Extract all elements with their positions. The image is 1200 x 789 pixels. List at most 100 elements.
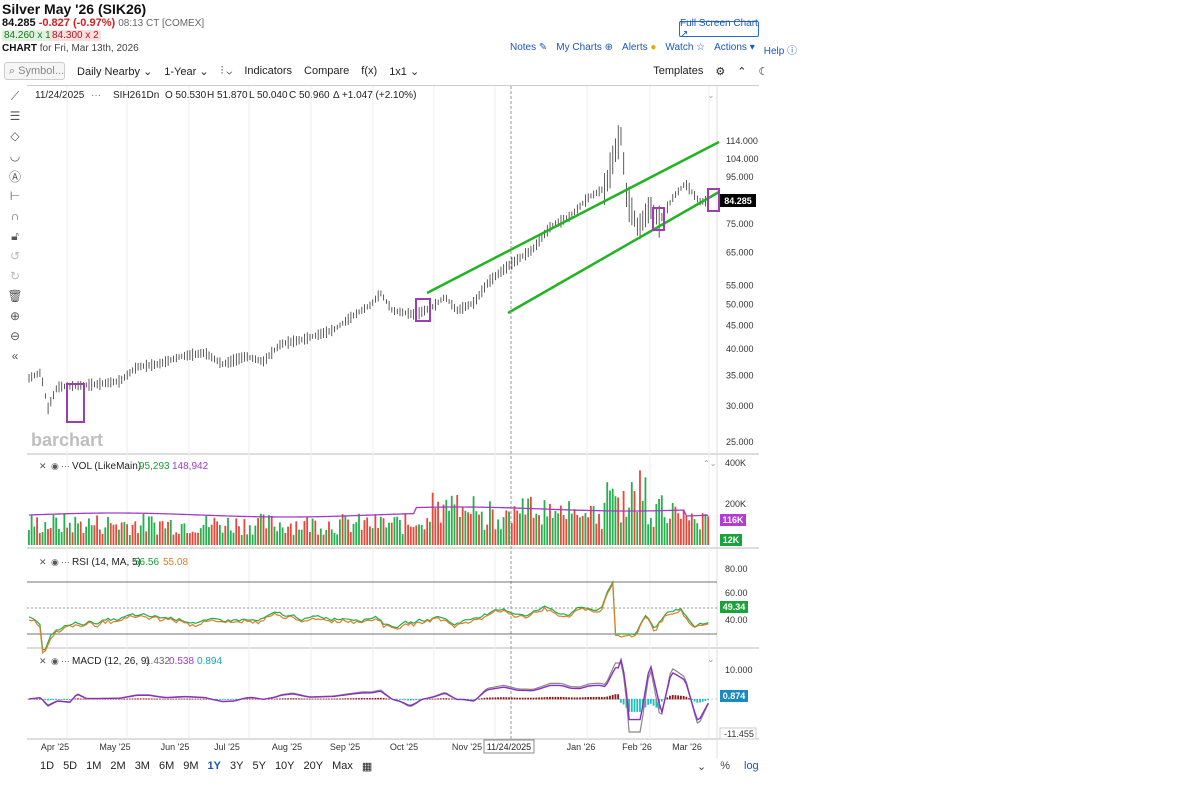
rsi-menu-icon[interactable]: ··· — [61, 557, 70, 567]
macd-histogram-bar — [557, 696, 560, 700]
notes-link[interactable]: Notes ✎ — [510, 42, 548, 53]
macd-histogram-bar — [47, 699, 49, 701]
macd-histogram-bar — [429, 698, 431, 700]
macd-eye-icon[interactable]: ◉ — [51, 656, 59, 666]
lock-icon[interactable]: 🔓︎ — [11, 228, 19, 243]
volume-bar — [202, 524, 205, 545]
range-9m-button[interactable]: 9M — [183, 760, 199, 772]
alerts-link[interactable]: Alerts ● — [622, 42, 657, 53]
volume-bar — [483, 529, 486, 545]
highlight-box[interactable] — [707, 188, 720, 212]
panel-collapse-icon[interactable]: ⌄ — [707, 90, 715, 100]
panel-collapse-icon[interactable]: ⌄ — [707, 654, 715, 664]
volume-bar — [478, 514, 480, 545]
rsi-eye-icon[interactable]: ◉ — [51, 557, 59, 567]
zoom-in-icon[interactable]: ⊕ — [9, 309, 21, 323]
shape-tool-icon[interactable]: ◇ — [10, 129, 20, 143]
volume-bar — [633, 491, 636, 545]
vol-close-icon[interactable]: ✕ — [39, 461, 47, 471]
volume-bar — [333, 532, 336, 545]
zoom-out-icon[interactable]: ⊖ — [9, 329, 21, 343]
macd-legend-signal: 0.538 — [169, 656, 194, 667]
vol-eye-icon[interactable]: ◉ — [51, 461, 59, 471]
rsi-close-icon[interactable]: ✕ — [39, 557, 47, 567]
range-1d-button[interactable]: 1D — [40, 760, 55, 772]
collapse-icon[interactable]: ⌃ — [737, 65, 747, 78]
trash-icon[interactable]: 🗑︎ — [7, 289, 23, 303]
range-1m-button[interactable]: 1M — [86, 760, 102, 772]
macd-histogram-bar — [172, 698, 175, 700]
volume-bar — [412, 527, 415, 545]
templates-button[interactable]: Templates — [653, 65, 704, 77]
settings-icon[interactable]: ⚙ — [715, 65, 726, 78]
macd-histogram-bar — [303, 698, 306, 700]
indicators-button[interactable]: Indicators — [244, 65, 293, 77]
line-tool-icon[interactable]: ⟋ — [10, 88, 20, 103]
fib-tool-icon[interactable]: ☰ — [9, 109, 21, 123]
volume-bar — [429, 521, 431, 545]
full-screen-button[interactable]: Full Screen Chart ↗ — [679, 18, 759, 40]
curve-tool-icon[interactable]: ◡ — [9, 149, 21, 163]
legend-menu-icon[interactable]: ··· — [91, 90, 101, 101]
x-axis-label: Jul '25 — [214, 742, 240, 752]
symbol-search-input[interactable]: ⌕ Symbol... — [4, 62, 66, 80]
help-link[interactable]: Help ⓘ — [763, 46, 798, 57]
range-3m-button[interactable]: 3M — [134, 760, 150, 772]
measure-tool-icon[interactable]: ⊢ — [9, 189, 21, 203]
volume-bar — [317, 534, 319, 545]
bar-type-dropdown[interactable]: ⫶ ⌄ — [221, 65, 233, 78]
volume-bar — [66, 527, 68, 545]
magnet-icon[interactable]: ∩ — [10, 209, 20, 223]
watch-link[interactable]: Watch ☆ — [665, 42, 706, 53]
range-5y-button[interactable]: 5Y — [252, 760, 266, 772]
range-3y-button[interactable]: 3Y — [230, 760, 244, 772]
layout-dropdown[interactable]: 1x1 ⌄ — [389, 65, 420, 78]
calendar-icon[interactable]: ▦ — [361, 761, 373, 773]
panel-arrows-icon[interactable]: ⌃⌄ — [703, 459, 716, 468]
channel-upper-line[interactable] — [426, 140, 720, 295]
highlight-box[interactable] — [66, 383, 85, 423]
macd-histogram-bar — [598, 696, 600, 700]
period-dropdown[interactable]: 1-Year ⌄ — [164, 65, 209, 78]
range-2m-button[interactable]: 2M — [110, 760, 126, 772]
vol-menu-icon[interactable]: ··· — [61, 461, 70, 471]
channel-lower-line[interactable] — [507, 190, 720, 315]
log-toggle[interactable]: log — [744, 760, 759, 772]
macd-histogram-bar — [328, 698, 330, 700]
macd-close-icon[interactable]: ✕ — [39, 656, 47, 666]
scroll-down-icon[interactable]: ⌄ — [697, 761, 707, 773]
undo-icon[interactable]: ↺ — [9, 249, 21, 263]
range-1y-button[interactable]: 1Y — [207, 760, 221, 772]
collapse-tools-icon[interactable]: « — [11, 349, 19, 363]
range-5d-button[interactable]: 5D — [63, 760, 78, 772]
macd-histogram-bar — [701, 699, 704, 702]
volume-bar — [374, 514, 377, 545]
compare-button[interactable]: Compare — [304, 65, 350, 77]
daily-nearby-dropdown[interactable]: Daily Nearby ⌄ — [77, 65, 153, 78]
macd-histogram-bar — [483, 697, 486, 700]
range-6m-button[interactable]: 6M — [158, 760, 175, 772]
highlight-box[interactable] — [652, 207, 665, 231]
range-20y-button[interactable]: 20Y — [303, 760, 324, 772]
chart-area[interactable]: 11/24/2025 ··· SIH26 1Dn O 50.530 H 51.8… — [27, 85, 759, 758]
percent-toggle[interactable]: % — [720, 760, 730, 772]
chart-svg[interactable]: 11/24/2025 ··· SIH26 1Dn O 50.530 H 51.8… — [27, 86, 759, 758]
macd-menu-icon[interactable]: ··· — [61, 656, 70, 666]
macd-histogram-bar — [614, 694, 617, 700]
range-10y-button[interactable]: 10Y — [274, 760, 295, 772]
volume-bar — [699, 529, 701, 545]
text-tool-icon[interactable]: Ⓐ — [8, 169, 21, 184]
crosshair-date: 11/24/2025 — [487, 742, 531, 752]
redo-icon[interactable]: ↻ — [9, 269, 21, 283]
rsi-legend-ma: 55.08 — [163, 557, 188, 568]
range-max-button[interactable]: Max — [332, 760, 353, 772]
my-charts-link[interactable]: My Charts ⊕ — [556, 42, 614, 53]
actions-menu[interactable]: Actions ▾ — [714, 42, 755, 53]
symbol-placeholder: Symbol... — [18, 65, 65, 77]
macd-histogram-bar — [38, 698, 41, 700]
highlight-box[interactable] — [415, 298, 431, 322]
dark-mode-icon[interactable]: ☾ — [758, 65, 769, 78]
fx-button[interactable]: f(x) — [361, 65, 378, 77]
x-axis-label: Mar '26 — [672, 742, 702, 752]
macd-histogram-bar — [510, 697, 513, 700]
